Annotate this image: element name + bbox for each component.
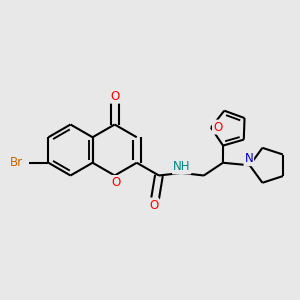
- Text: Br: Br: [10, 156, 23, 169]
- Text: O: O: [110, 90, 119, 103]
- Text: O: O: [111, 176, 120, 189]
- Text: O: O: [149, 199, 158, 212]
- Text: O: O: [213, 121, 222, 134]
- Text: NH: NH: [173, 160, 190, 173]
- Text: N: N: [244, 152, 253, 165]
